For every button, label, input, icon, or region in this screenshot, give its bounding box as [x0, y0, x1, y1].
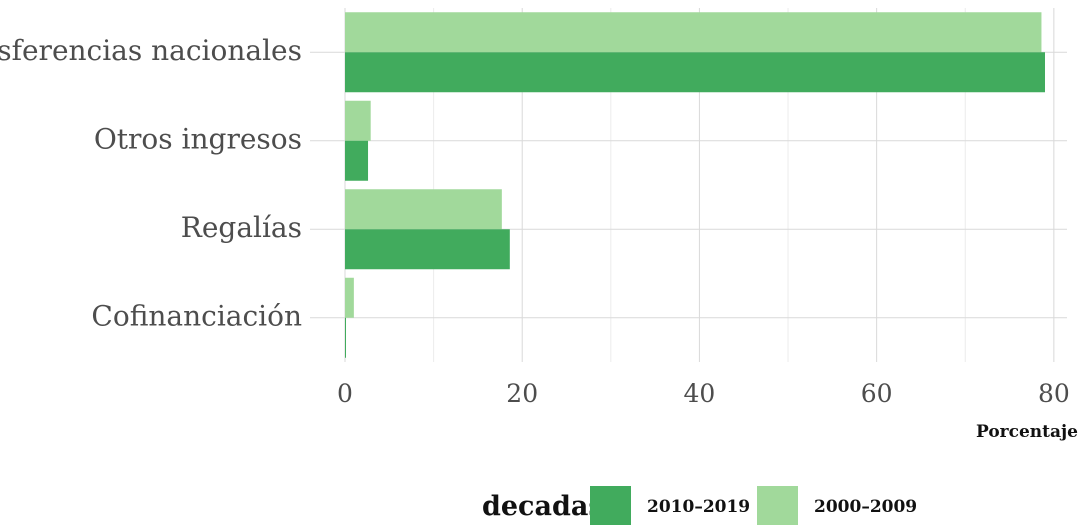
x-tick-labels: 0 20 40 60 80: [337, 379, 1070, 408]
bar-2000-2009: [345, 100, 371, 141]
category-label: Otros ingresos: [94, 122, 302, 155]
x-tick-label: 40: [684, 379, 716, 408]
x-tick-label: 80: [1038, 379, 1070, 408]
x-tick-label: 0: [337, 379, 353, 408]
category-label: Cofinanciación: [91, 299, 302, 332]
category-label: Transferencias nacionales: [0, 34, 302, 67]
x-axis-title: Porcentaje: [976, 422, 1078, 442]
bar-2000-2009: [345, 189, 502, 230]
legend-label: 2010–2019: [647, 497, 750, 517]
bar-2010-2019: [345, 52, 1045, 93]
legend-swatch: [590, 486, 631, 525]
category-label: Regalías: [181, 211, 302, 244]
legend-title: decadas: [482, 491, 604, 522]
bar-2000-2009: [345, 12, 1042, 53]
bar-2010-2019: [345, 317, 346, 358]
bar-2010-2019: [345, 229, 510, 270]
legend-items: 2010–2019 2000–2009: [590, 486, 917, 525]
bar-2010-2019: [345, 140, 369, 181]
legend: decadas 2010–2019 2000–2009: [482, 486, 917, 525]
bar-2000-2009: [345, 277, 354, 318]
legend-label: 2000–2009: [814, 497, 917, 517]
category-labels: Transferencias nacionales Otros ingresos R…: [0, 34, 302, 333]
x-tick-label: 20: [506, 379, 538, 408]
legend-swatch: [757, 486, 798, 525]
x-tick-label: 60: [861, 379, 893, 408]
bars: [345, 12, 1045, 358]
